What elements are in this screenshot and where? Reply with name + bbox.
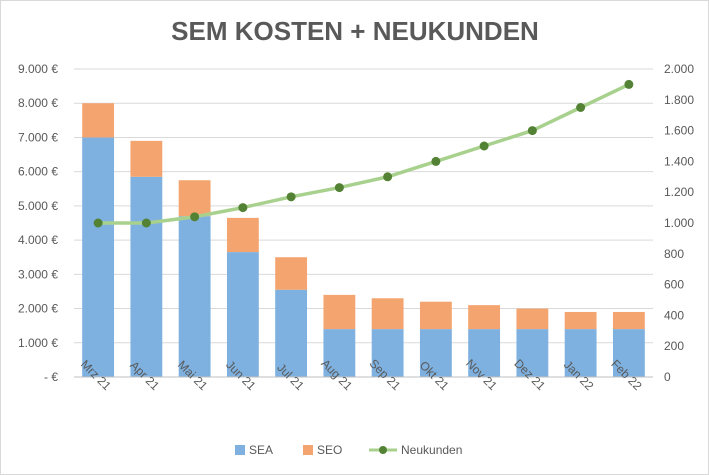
- bar-seo: [82, 103, 115, 138]
- line-marker: [431, 156, 441, 166]
- chart-title: SEM KOSTEN + NEUKUNDEN: [171, 16, 539, 46]
- right-tick-label: 200: [664, 339, 684, 353]
- bar-seo: [130, 140, 163, 177]
- left-tick-label: 8.000 €: [18, 96, 58, 110]
- bar-seo: [516, 308, 549, 330]
- left-tick-label: 5.000 €: [18, 199, 58, 213]
- line-marker: [624, 79, 634, 89]
- left-tick-label: 1.000 €: [18, 336, 58, 350]
- bar-sea: [468, 329, 501, 377]
- right-tick-label: 800: [664, 247, 684, 261]
- right-tick-label: 1.000: [664, 216, 694, 230]
- line-marker: [93, 218, 103, 228]
- left-tick-label: 7.000 €: [18, 130, 58, 144]
- gridlines: [74, 68, 653, 378]
- line-marker: [334, 183, 344, 193]
- right-tick-label: 0: [664, 370, 671, 384]
- right-tick-label: 1.800: [664, 93, 694, 107]
- legend: SEA SEO Neukunden: [235, 443, 462, 457]
- left-tick-label: - €: [44, 370, 58, 384]
- left-tick-label: 6.000 €: [18, 165, 58, 179]
- bar-sea: [130, 176, 163, 377]
- right-tick-label: 400: [664, 308, 684, 322]
- line-marker: [286, 192, 296, 202]
- bar-seo: [226, 217, 259, 253]
- bar-seo: [419, 301, 452, 330]
- bar-sea: [82, 137, 115, 377]
- right-tick-label: 1.200: [664, 185, 694, 199]
- legend-marker: [379, 446, 387, 454]
- left-tick-label: 4.000 €: [18, 233, 58, 247]
- bar-seo: [323, 294, 356, 330]
- bar-sea: [419, 329, 452, 377]
- left-tick-label: 2.000 €: [18, 302, 58, 316]
- line-marker: [141, 218, 151, 228]
- right-tick-label: 600: [664, 278, 684, 292]
- bar-sea: [564, 329, 597, 377]
- bar-seo: [612, 311, 645, 330]
- line-marker: [190, 212, 200, 222]
- legend-label: Neukunden: [401, 443, 462, 457]
- bar-seo: [178, 180, 211, 217]
- line-marker: [383, 172, 393, 182]
- line-marker: [238, 203, 248, 213]
- left-tick-label: 9.000 €: [18, 62, 58, 76]
- line-series: [93, 79, 634, 228]
- bar-sea: [323, 329, 356, 377]
- line-neukunden: [98, 82, 630, 225]
- right-axis: 0 200 400 600 800 1.000 1.200 1.400 1.600 1.800 2.…: [664, 62, 694, 384]
- bar-seo: [564, 311, 597, 330]
- right-tick-label: 2.000: [664, 62, 694, 76]
- legend-label: SEA: [249, 443, 273, 457]
- bar-seo: [275, 257, 308, 290]
- legend-label: SEO: [317, 443, 342, 457]
- legend-swatch: [235, 445, 245, 455]
- right-tick-label: 1.400: [664, 154, 694, 168]
- bar-seo: [468, 305, 501, 330]
- line-marker: [576, 103, 586, 112]
- legend-swatch: [303, 445, 313, 455]
- bar-seo: [371, 298, 404, 330]
- bar-sea: [612, 329, 645, 377]
- bar-series: [82, 103, 645, 377]
- left-axis: - € 1.000 € 2.000 € 3.000 € 4.000 € 5.000 € 6.…: [18, 62, 58, 384]
- line-marker: [527, 126, 537, 136]
- bar-sea: [275, 289, 308, 377]
- bar-sea: [178, 216, 211, 377]
- left-tick-label: 3.000 €: [18, 267, 58, 281]
- bar-sea: [516, 329, 549, 377]
- line-marker: [479, 141, 489, 151]
- bar-sea: [226, 252, 259, 377]
- right-tick-label: 1.600: [664, 124, 694, 138]
- bar-sea: [371, 329, 404, 377]
